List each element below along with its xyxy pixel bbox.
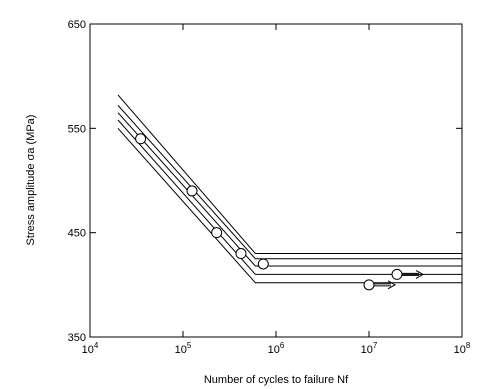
x-axis-label: Number of cycles to failure Nf (204, 374, 349, 386)
data-point-5 (257, 258, 269, 270)
data-point-2 (186, 185, 198, 197)
x-tick-label-2: 105 (175, 341, 192, 356)
y-axis-label: Stress amplitude σa (MPa) (25, 115, 37, 246)
x-tick-label-5: 108 (454, 341, 471, 356)
data-point-3 (211, 227, 223, 239)
y-tick-label-3: 550 (68, 123, 86, 135)
y-tick-label-4: 650 (68, 19, 86, 31)
fatigue-band-lines (117, 94, 462, 284)
data-points (135, 133, 425, 291)
runout-arrow-7 (401, 269, 425, 279)
x-tick-label-3: 106 (268, 341, 285, 356)
data-point-4 (235, 248, 247, 260)
y-axis-ticks: 350 450 550 650 (68, 19, 462, 344)
band-line-4 (117, 119, 462, 275)
x-axis-ticks: 104 105 106 107 108 (82, 24, 471, 356)
data-point-7 (391, 268, 403, 280)
runout-arrow-6 (374, 280, 397, 290)
plot-frame (89, 23, 463, 338)
data-point-6 (363, 279, 375, 291)
data-point-1 (135, 133, 147, 145)
band-line-1 (117, 94, 462, 255)
band-line-3 (117, 112, 462, 267)
band-line-5 (117, 128, 462, 284)
y-tick-label-1: 350 (68, 332, 86, 344)
band-line-2 (117, 105, 462, 260)
y-tick-label-2: 450 (68, 228, 86, 240)
x-tick-label-1: 104 (82, 341, 99, 356)
x-tick-label-4: 107 (361, 341, 378, 356)
